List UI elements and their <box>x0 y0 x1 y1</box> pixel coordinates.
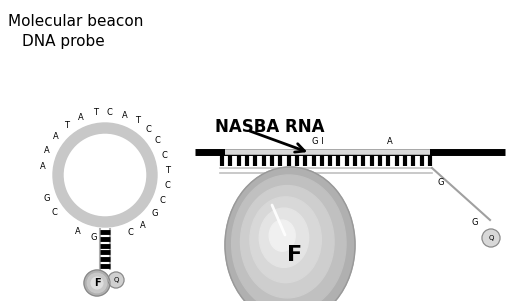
Text: C: C <box>52 208 58 217</box>
Text: C: C <box>164 182 170 191</box>
Circle shape <box>84 270 110 296</box>
Text: G: G <box>438 178 444 187</box>
Text: A: A <box>77 113 83 122</box>
Text: G: G <box>44 194 50 203</box>
Text: F: F <box>288 245 303 265</box>
Text: A: A <box>387 137 393 146</box>
Text: Q: Q <box>113 277 119 283</box>
Ellipse shape <box>240 185 334 298</box>
Ellipse shape <box>231 175 346 301</box>
Text: G: G <box>152 209 158 218</box>
Text: G: G <box>91 233 97 241</box>
Text: A: A <box>140 221 146 230</box>
Text: T: T <box>135 116 140 126</box>
Text: Q: Q <box>488 235 494 241</box>
Circle shape <box>108 272 124 288</box>
Text: A: A <box>40 162 46 171</box>
Text: A: A <box>121 110 127 119</box>
Text: C: C <box>106 108 112 117</box>
Text: C: C <box>155 136 161 145</box>
Ellipse shape <box>225 167 355 301</box>
Circle shape <box>91 277 103 289</box>
Text: G I: G I <box>312 137 324 146</box>
Ellipse shape <box>269 220 295 251</box>
Text: C: C <box>160 196 166 205</box>
Text: DNA probe: DNA probe <box>22 34 105 49</box>
Text: C: C <box>146 125 152 134</box>
Text: NASBA RNA: NASBA RNA <box>215 118 324 136</box>
Text: G: G <box>472 218 479 227</box>
Text: C: C <box>162 151 168 160</box>
Ellipse shape <box>260 208 309 267</box>
Text: T: T <box>64 121 69 130</box>
Circle shape <box>482 229 500 247</box>
Ellipse shape <box>250 197 321 283</box>
Text: A: A <box>75 227 80 236</box>
Text: A: A <box>52 132 58 141</box>
Text: Molecular beacon: Molecular beacon <box>8 14 143 29</box>
Text: F: F <box>94 278 100 288</box>
Text: T: T <box>166 166 170 175</box>
Text: C: C <box>128 228 133 237</box>
Text: A: A <box>44 146 50 155</box>
Text: T: T <box>93 108 98 117</box>
Circle shape <box>87 273 107 293</box>
